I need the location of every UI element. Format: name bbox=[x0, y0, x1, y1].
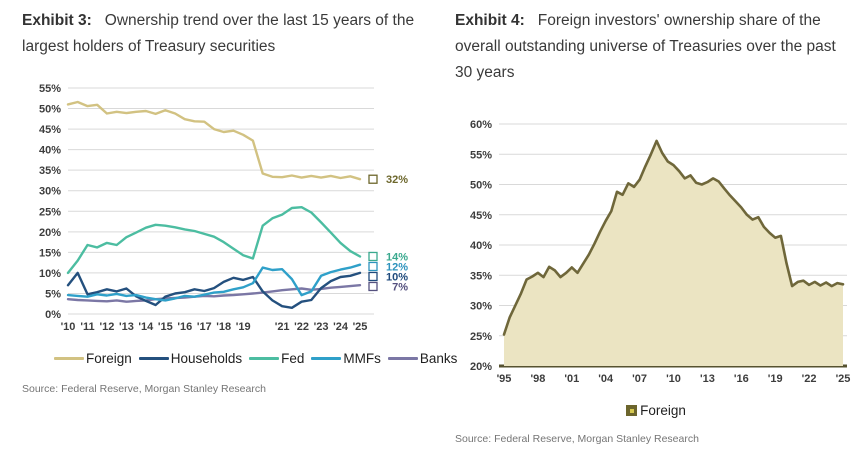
svg-text:55%: 55% bbox=[470, 149, 492, 161]
svg-text:0%: 0% bbox=[45, 309, 61, 321]
svg-text:'18: '18 bbox=[216, 321, 231, 333]
svg-text:25%: 25% bbox=[470, 331, 492, 343]
svg-text:'17: '17 bbox=[197, 321, 212, 333]
svg-text:40%: 40% bbox=[39, 145, 61, 157]
banks-line-swatch bbox=[387, 357, 418, 360]
svg-text:'15: '15 bbox=[158, 321, 173, 333]
svg-text:'19: '19 bbox=[236, 321, 251, 333]
svg-text:25%: 25% bbox=[39, 206, 61, 218]
svg-text:45%: 45% bbox=[470, 210, 492, 222]
svg-text:20%: 20% bbox=[39, 227, 61, 239]
svg-text:'95: '95 bbox=[497, 373, 512, 385]
svg-text:'22: '22 bbox=[802, 373, 817, 385]
legend-label-fed: Fed bbox=[281, 351, 305, 366]
svg-text:'07: '07 bbox=[632, 373, 647, 385]
exhibit4-panel: Exhibit 4: Foreign investors' ownership s… bbox=[455, 8, 857, 445]
svg-text:'14: '14 bbox=[138, 321, 154, 333]
svg-text:'23: '23 bbox=[314, 321, 329, 333]
fed-line-swatch bbox=[249, 357, 280, 360]
svg-text:'04: '04 bbox=[598, 373, 614, 385]
exhibit4-title: Exhibit 4: Foreign investors' ownership s… bbox=[455, 8, 857, 86]
svg-text:10%: 10% bbox=[39, 268, 61, 280]
svg-text:30%: 30% bbox=[39, 186, 61, 198]
svg-text:'01: '01 bbox=[564, 373, 579, 385]
svg-text:5%: 5% bbox=[45, 288, 61, 300]
legend-item-banks: Banks bbox=[387, 351, 458, 366]
svg-text:'25: '25 bbox=[836, 373, 851, 385]
legend-item-mmfs: MMFs bbox=[311, 351, 381, 366]
legend-label-households: Households bbox=[170, 351, 243, 366]
exhibit3-panel: Exhibit 3: Ownership trend over the last … bbox=[22, 8, 457, 395]
exhibit3-source: Source: Federal Reserve, Morgan Stanley … bbox=[22, 383, 266, 395]
svg-text:'11: '11 bbox=[80, 321, 94, 333]
exhibit4-title-text: Foreign investors' ownership share of th… bbox=[455, 12, 836, 81]
mmfs-line-swatch bbox=[311, 357, 342, 360]
legend-label-foreign-area: Foreign bbox=[640, 403, 686, 418]
households-line-swatch bbox=[138, 357, 169, 360]
svg-text:'13: '13 bbox=[119, 321, 134, 333]
exhibit3-chart-area: 0% 5% 10% 15% 20% 25% 30% 35% 40% 45% 50% 55% '10 '11… bbox=[22, 78, 434, 345]
exhibit3-title-label: Exhibit 3: bbox=[22, 12, 92, 29]
svg-text:10%: 10% bbox=[386, 271, 408, 283]
exhibit3-title: Exhibit 3: Ownership trend over the last … bbox=[22, 8, 420, 60]
exhibit4-chart-area: 20% 25% 30% 35% 40% 45% 50% 55% 60% '95 '98 '01 '04 '… bbox=[455, 110, 857, 399]
exhibit3-line-chart: 0% 5% 10% 15% 20% 25% 30% 35% 40% 45% 50% 55% '10 '11… bbox=[39, 83, 408, 333]
svg-text:32%: 32% bbox=[386, 174, 408, 186]
svg-text:50%: 50% bbox=[470, 180, 492, 192]
svg-text:50%: 50% bbox=[39, 104, 61, 116]
legend-label-banks: Banks bbox=[419, 351, 458, 366]
svg-text:'24: '24 bbox=[333, 321, 349, 333]
svg-text:14%: 14% bbox=[386, 251, 408, 263]
legend-item-fed: Fed bbox=[249, 351, 304, 366]
exhibit4-legend: Foreign bbox=[455, 403, 857, 418]
svg-text:'25: '25 bbox=[353, 321, 368, 333]
exhibit4-area-chart: 20% 25% 30% 35% 40% 45% 50% 55% 60% '95 '98 '01 '04 '… bbox=[470, 119, 851, 385]
foreign-legend-swatch bbox=[626, 405, 638, 416]
svg-text:60%: 60% bbox=[470, 119, 492, 131]
svg-text:7%: 7% bbox=[392, 281, 408, 293]
svg-text:'21: '21 bbox=[275, 321, 290, 333]
svg-text:'22: '22 bbox=[294, 321, 309, 333]
svg-text:12%: 12% bbox=[386, 261, 408, 273]
legend-label-foreign: Foreign bbox=[86, 351, 132, 366]
legend-label-mmfs: MMFs bbox=[343, 351, 381, 366]
svg-text:45%: 45% bbox=[39, 124, 61, 136]
svg-text:'13: '13 bbox=[700, 373, 715, 385]
svg-text:'16: '16 bbox=[734, 373, 749, 385]
exhibit3-title-text: Ownership trend over the last 15 years o… bbox=[22, 12, 415, 55]
svg-text:'98: '98 bbox=[530, 373, 545, 385]
svg-text:'19: '19 bbox=[768, 373, 783, 385]
svg-text:'10: '10 bbox=[666, 373, 681, 385]
svg-text:'10: '10 bbox=[61, 321, 76, 333]
svg-text:55%: 55% bbox=[39, 83, 61, 95]
svg-text:'16: '16 bbox=[177, 321, 192, 333]
svg-text:15%: 15% bbox=[39, 247, 61, 259]
legend-item-households: Households bbox=[138, 351, 243, 366]
legend-item-foreign: Foreign bbox=[54, 351, 132, 366]
svg-text:'12: '12 bbox=[100, 321, 115, 333]
svg-text:35%: 35% bbox=[39, 165, 61, 177]
exhibit3-legend: Foreign Households Fed MMFs Banks bbox=[54, 351, 457, 366]
svg-text:40%: 40% bbox=[470, 240, 492, 252]
exhibit4-source: Source: Federal Reserve, Morgan Stanley … bbox=[455, 433, 699, 445]
exhibit4-title-label: Exhibit 4: bbox=[455, 12, 525, 29]
svg-text:20%: 20% bbox=[470, 361, 492, 373]
foreign-line-swatch bbox=[54, 357, 84, 360]
svg-text:35%: 35% bbox=[470, 270, 492, 282]
svg-text:30%: 30% bbox=[470, 301, 492, 313]
